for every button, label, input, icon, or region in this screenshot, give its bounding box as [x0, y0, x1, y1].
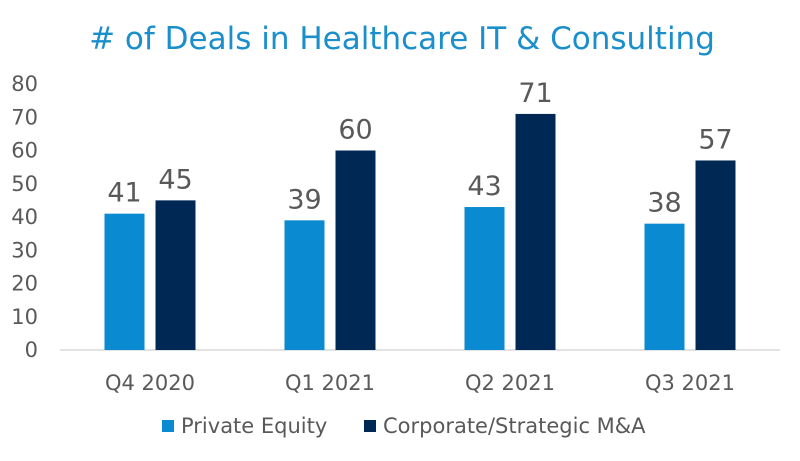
y-tick-label: 30	[11, 238, 38, 262]
bar-private-equity	[644, 223, 685, 350]
bar-corporate-ma	[335, 150, 376, 350]
data-label: 39	[287, 184, 321, 215]
bars	[104, 113, 736, 350]
x-category-label: Q3 2021	[645, 371, 735, 395]
y-tick-label: 80	[11, 72, 38, 96]
legend-label: Corporate/Strategic M&A	[383, 414, 646, 438]
legend: Private Equity Corporate/Strategic M&A	[162, 414, 646, 438]
legend-label: Private Equity	[181, 414, 327, 438]
data-label: 57	[698, 124, 732, 155]
data-label: 45	[158, 164, 192, 195]
x-category-label: Q1 2021	[285, 371, 375, 395]
data-label: 71	[518, 78, 552, 109]
data-label: 38	[647, 188, 681, 219]
y-tick-label: 70	[11, 105, 38, 129]
y-tick-label: 60	[11, 139, 38, 163]
y-axis-ticks: 0 10 20 30 40 50 60 70 80	[11, 72, 38, 362]
bar-corporate-ma	[155, 200, 196, 350]
y-tick-label: 20	[11, 272, 38, 296]
chart-title: # of Deals in Healthcare IT & Consulting	[89, 21, 715, 57]
x-category-label: Q4 2020	[105, 371, 195, 395]
data-labels: 41 45 39 60 43 71 38 57	[107, 78, 732, 219]
y-tick-label: 10	[11, 305, 38, 329]
bar-private-equity	[284, 220, 325, 350]
category-labels: Q4 2020 Q1 2021 Q2 2021 Q3 2021	[105, 371, 735, 395]
legend-swatch	[364, 420, 376, 432]
bar-private-equity	[464, 207, 505, 350]
data-label: 41	[107, 178, 141, 209]
y-tick-label: 0	[25, 338, 38, 362]
data-label: 43	[467, 171, 501, 202]
bar-private-equity	[104, 213, 145, 350]
y-tick-label: 50	[11, 172, 38, 196]
legend-swatch	[162, 420, 174, 432]
bar-corporate-ma	[515, 113, 556, 350]
y-tick-label: 40	[11, 205, 38, 229]
x-category-label: Q2 2021	[465, 371, 555, 395]
data-label: 60	[338, 115, 372, 146]
bar-corporate-ma	[695, 160, 736, 350]
